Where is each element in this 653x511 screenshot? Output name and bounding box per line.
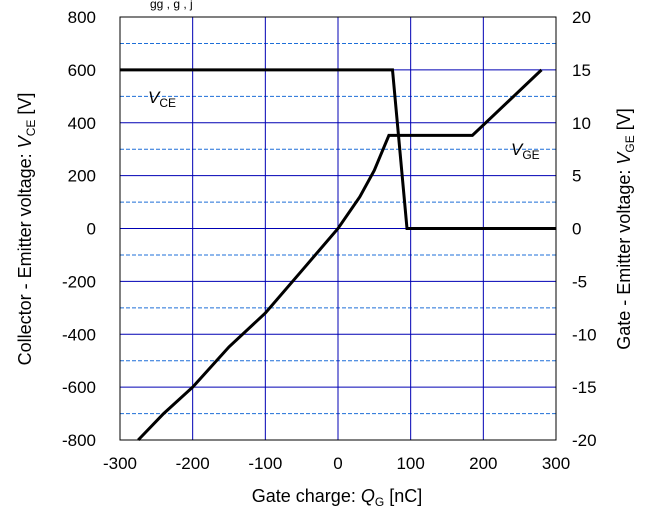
y-right-tick-label: -15 xyxy=(572,378,597,397)
y-right-tick-label: -20 xyxy=(572,431,597,450)
y-right-tick-label: -5 xyxy=(572,272,587,291)
series-line-vce xyxy=(120,68,556,230)
x-tick-labels: -300 -200 -100 0 100 200 300 xyxy=(103,454,570,473)
x-axis-title: Gate charge: QG [nC] xyxy=(252,486,422,509)
x-tick-label: 0 xyxy=(333,454,342,473)
x-tick-label: 100 xyxy=(396,454,424,473)
x-tick-label: 300 xyxy=(542,454,570,473)
y-right-tick-labels: 20 15 10 5 0 -5 -10 -15 -20 xyxy=(572,8,597,450)
y-left-tick-label: -200 xyxy=(62,272,96,291)
y-left-tick-label: 0 xyxy=(87,220,96,239)
y-right-tick-label: 5 xyxy=(572,167,581,186)
y-left-axis-title: Collector - Emitter voltage: VCE [V] xyxy=(15,93,38,366)
series-label-vce: VCE xyxy=(148,88,176,110)
y-right-axis-title: Gate - Emitter voltage: VGE [V] xyxy=(614,108,637,349)
y-left-tick-label: 800 xyxy=(68,8,96,27)
series-layer xyxy=(120,68,556,442)
series-label-vge: VGE xyxy=(511,140,540,162)
y-left-tick-label: -600 xyxy=(62,378,96,397)
y-left-tick-label: -400 xyxy=(62,325,96,344)
y-left-tick-label: 400 xyxy=(68,114,96,133)
series-line-vge xyxy=(137,68,543,442)
x-tick-label: -300 xyxy=(103,454,137,473)
y-left-tick-labels: 800 600 400 200 0 -200 -400 -600 -800 xyxy=(62,8,96,450)
x-tick-label: -100 xyxy=(248,454,282,473)
chart-title-fragment: gg , g , j xyxy=(150,0,193,11)
y-right-tick-label: -10 xyxy=(572,325,597,344)
y-right-tick-label: 0 xyxy=(572,220,581,239)
y-left-tick-label: 200 xyxy=(68,167,96,186)
y-left-tick-label: 600 xyxy=(68,61,96,80)
y-left-tick-label: -800 xyxy=(62,431,96,450)
y-right-tick-label: 15 xyxy=(572,61,591,80)
x-tick-label: -200 xyxy=(176,454,210,473)
y-right-tick-label: 10 xyxy=(572,114,591,133)
x-tick-label: 200 xyxy=(469,454,497,473)
y-right-tick-label: 20 xyxy=(572,8,591,27)
